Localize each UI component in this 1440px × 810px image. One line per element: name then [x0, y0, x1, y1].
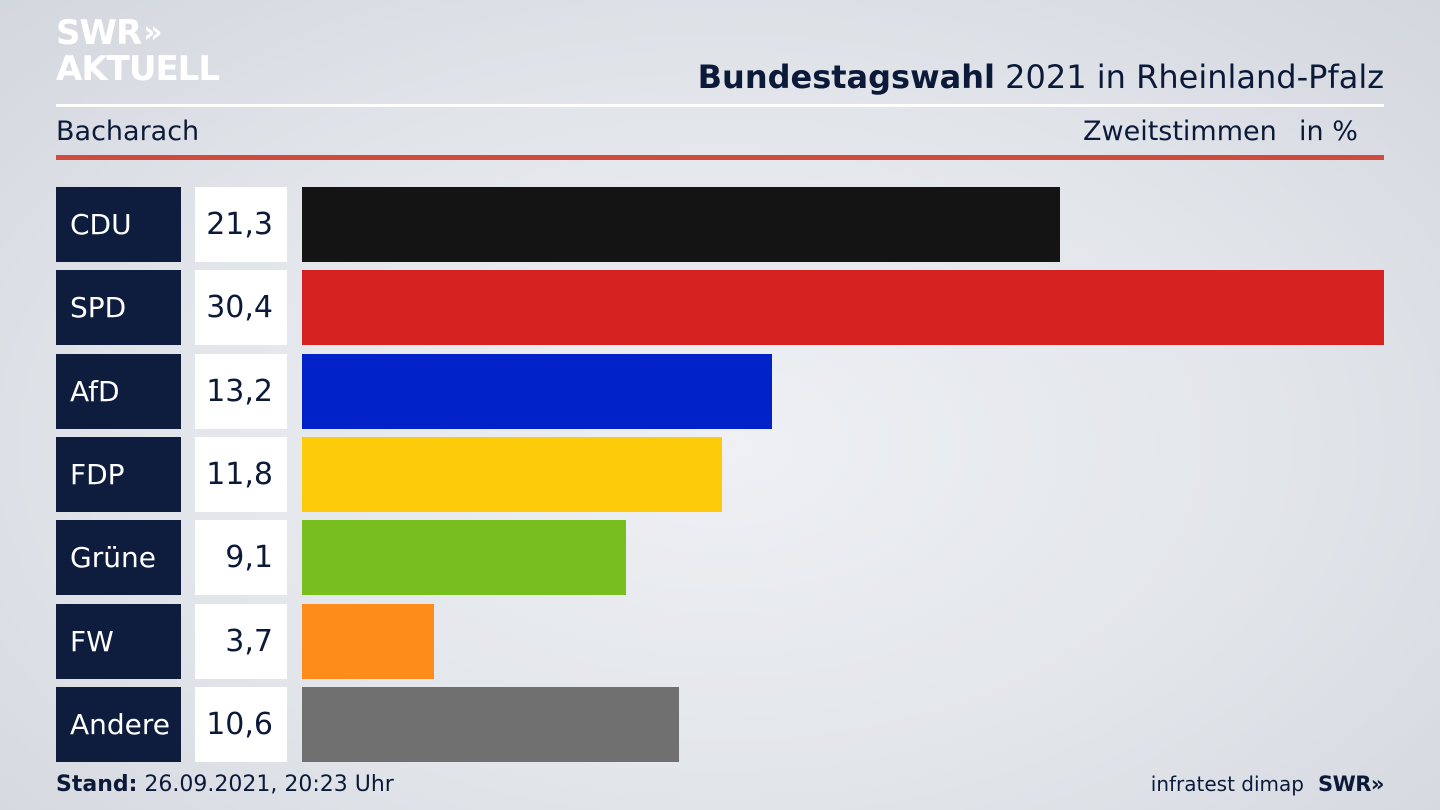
logo-arrows: » [143, 15, 163, 50]
title-bold: Bundestagswahl [697, 58, 995, 96]
chart-title: Bundestagswahl 2021 in Rheinland-Pfalz [698, 58, 1384, 96]
bar-row: Grüne 9,1 [56, 520, 1384, 595]
logo-aktuell-text: AKTUELL [56, 49, 220, 89]
swr-brand-mark: SWR» [1317, 772, 1385, 796]
title-rest: 2021 in Rheinland-Pfalz [995, 58, 1384, 96]
value-label: 10,6 [195, 687, 287, 762]
value-label: 3,7 [195, 604, 287, 679]
vote-type-label: Zweitstimmen [1083, 116, 1277, 147]
source-credit: infratest dimap SWR» [1150, 772, 1385, 796]
bar [302, 187, 1060, 262]
bar [302, 520, 626, 595]
stand-timestamp: Stand: 26.09.2021, 20:23 Uhr [56, 772, 394, 797]
bar-row: CDU 21,3 [56, 187, 1384, 262]
bar [302, 270, 1384, 345]
party-label: FW [56, 604, 181, 679]
unit-label: in % [1299, 116, 1358, 147]
party-label: Grüne [56, 520, 181, 595]
stand-value: 26.09.2021, 20:23 Uhr [137, 772, 394, 797]
bar [302, 437, 722, 512]
value-label: 21,3 [195, 187, 287, 262]
source-text: infratest dimap [1150, 772, 1304, 796]
value-label: 13,2 [195, 354, 287, 429]
bar-row: SPD 30,4 [56, 270, 1384, 345]
region-label: Bacharach [56, 116, 200, 147]
value-label: 11,8 [195, 437, 287, 512]
party-label: AfD [56, 354, 181, 429]
bar-row: FW 3,7 [56, 604, 1384, 679]
party-label: CDU [56, 187, 181, 262]
bar-row: FDP 11,8 [56, 437, 1384, 512]
bar [302, 604, 434, 679]
bar [302, 687, 679, 762]
stand-label: Stand: [56, 772, 138, 797]
party-label: Andere [56, 687, 181, 762]
header-divider [56, 104, 1384, 107]
accent-divider [56, 155, 1384, 160]
value-label: 9,1 [195, 520, 287, 595]
logo-swr-text: SWR [56, 13, 142, 53]
value-label: 30,4 [195, 270, 287, 345]
party-label: SPD [56, 270, 181, 345]
bar-row: AfD 13,2 [56, 354, 1384, 429]
bar [302, 354, 772, 429]
bar-row: Andere 10,6 [56, 687, 1384, 762]
party-label: FDP [56, 437, 181, 512]
swr-aktuell-logo: SWR» AKTUELL [56, 13, 220, 89]
